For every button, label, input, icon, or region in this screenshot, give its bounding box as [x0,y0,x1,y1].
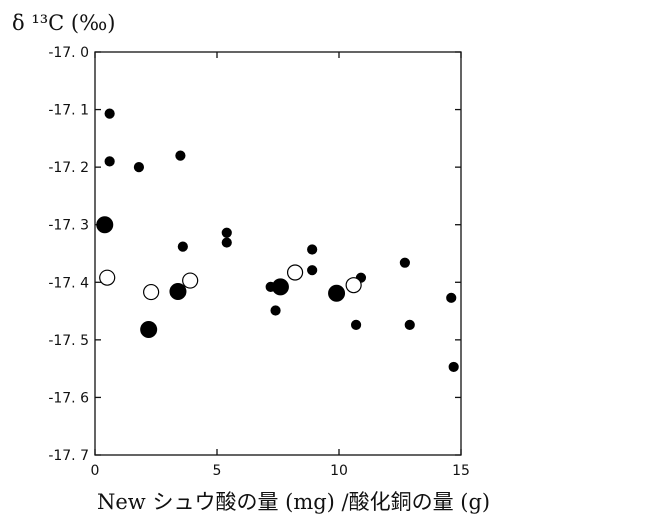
data-point-large-filled-circle [328,284,346,302]
x-tick-label: 10 [330,463,348,479]
data-point-large-filled-circle [169,282,187,300]
y-tick-label: -17. 4 [48,275,89,291]
x-axis-title: New シュウ酸の量 (mg) /酸化銅の量 (g) [97,490,490,514]
y-tick-label: -17. 0 [48,45,89,61]
data-point-open-circle [143,283,160,301]
x-tick-label: 0 [91,463,100,479]
data-point-small-filled-circle [350,319,362,330]
data-point-open-circle [286,264,304,281]
data-point-small-filled-circle [307,244,318,255]
y-tick-label: -17. 1 [48,103,89,119]
y-axis-title: δ ¹³C (‰) [12,11,115,35]
data-point-small-filled-circle [104,156,115,167]
data-point-large-filled-circle [140,320,158,338]
data-point-small-filled-circle [448,361,459,373]
data-point-open-circle [345,277,362,294]
data-point-open-circle [182,272,199,289]
data-point-small-filled-circle [399,257,410,268]
data-point-small-filled-circle [104,108,115,119]
x-tick-label: 15 [452,463,470,479]
data-point-small-filled-circle [133,162,145,173]
y-tick-label: -17. 7 [48,448,89,464]
y-tick-label: -17. 2 [48,160,89,176]
y-tick-label: -17. 6 [48,390,89,406]
data-point-small-filled-circle [404,319,415,330]
data-point-small-filled-circle [307,265,318,276]
x-tick-label: 5 [213,463,222,479]
data-point-large-filled-circle [271,278,289,296]
data-point-open-circle [99,269,116,286]
plot-frame [94,51,462,456]
data-point-large-filled-circle [96,216,114,234]
data-points [96,108,459,373]
data-point-small-filled-circle [221,227,232,238]
x-axis: 0 5 10 15 [91,52,470,479]
data-point-small-filled-circle [446,292,457,303]
data-point-small-filled-circle [221,237,232,248]
data-point-small-filled-circle [270,305,281,316]
data-point-small-filled-circle [175,150,186,161]
y-axis: -17. 0 -17. 1 -17. 2 -17. 3 -17. 4 -17. 5 -17.… [48,45,461,464]
data-point-small-filled-circle [177,241,188,252]
y-tick-label: -17. 5 [48,333,89,349]
y-tick-label: -17. 3 [48,218,89,234]
